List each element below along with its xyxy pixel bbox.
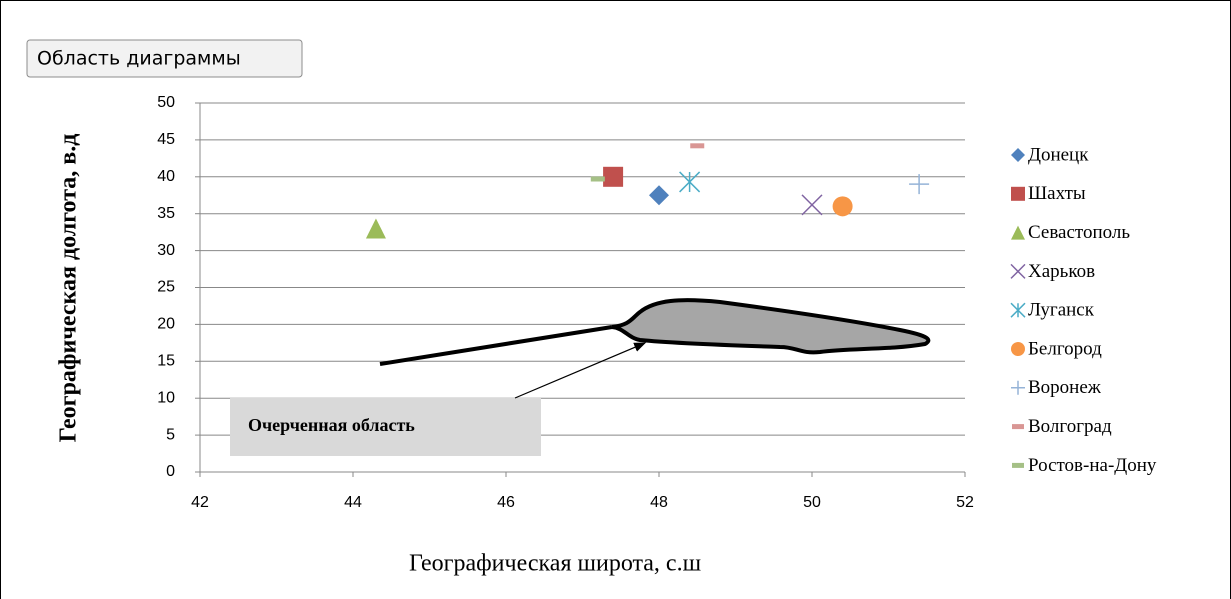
y-tick-label: 5	[166, 426, 175, 443]
x-axis-title: Географическая широта, с.ш	[409, 551, 702, 577]
y-tick-label: 25	[157, 279, 175, 296]
marker	[801, 194, 823, 216]
legend-label: Белгород	[1028, 338, 1102, 359]
legend-label: Волгоград	[1028, 416, 1112, 437]
legend-label: Шахты	[1028, 183, 1086, 204]
y-tick-label: 30	[157, 242, 175, 259]
marker	[832, 196, 853, 217]
legend-marker	[1011, 148, 1025, 162]
marker	[603, 166, 624, 187]
x-tick-label: 50	[803, 494, 821, 511]
legend-marker	[1011, 186, 1025, 201]
outline-line	[379, 325, 613, 366]
x-tick-label: 52	[956, 494, 974, 511]
y-tick-label: 0	[166, 463, 175, 480]
legend-marker	[1010, 302, 1026, 318]
legend-label: Севастополь	[1028, 222, 1130, 243]
marker	[679, 171, 701, 193]
y-tick-label: 35	[157, 205, 175, 222]
legend-marker	[1011, 380, 1025, 395]
marker	[590, 176, 605, 182]
x-tick-label: 46	[497, 494, 515, 511]
marker	[690, 143, 705, 149]
legend-label: Харьков	[1028, 261, 1095, 282]
legend-label: Луганск	[1028, 300, 1095, 321]
legend-marker	[1012, 462, 1024, 468]
x-tick-label: 44	[344, 494, 362, 511]
legend-label: Воронеж	[1028, 377, 1102, 398]
y-tick-label: 15	[157, 353, 175, 370]
legend-marker	[1012, 424, 1024, 430]
y-tick-label: 10	[157, 389, 175, 406]
marker	[365, 218, 386, 239]
legend-marker	[1010, 263, 1026, 279]
annotation-box	[230, 398, 541, 456]
x-tick-label: 42	[191, 494, 209, 511]
legend-label: Донецк	[1028, 144, 1089, 165]
tooltip-box	[26, 39, 303, 78]
annotation: Очерченная область	[248, 415, 415, 435]
legend-marker	[1011, 225, 1025, 240]
legend-marker	[1011, 342, 1025, 356]
y-axis-title: Географическая долгота, в.д	[56, 134, 82, 443]
outlined-area	[611, 298, 931, 355]
tooltip: Область диаграммы	[37, 48, 241, 70]
y-tick-label: 40	[157, 168, 175, 185]
marker	[909, 174, 930, 195]
y-tick-label: 50	[157, 94, 175, 111]
y-tick-label: 45	[157, 131, 175, 148]
legend-label: Ростов-на-Дону	[1028, 455, 1157, 476]
x-tick-label: 48	[650, 494, 668, 511]
y-tick-label: 20	[157, 316, 175, 333]
annotation-arrow	[514, 342, 647, 399]
marker	[649, 185, 669, 206]
